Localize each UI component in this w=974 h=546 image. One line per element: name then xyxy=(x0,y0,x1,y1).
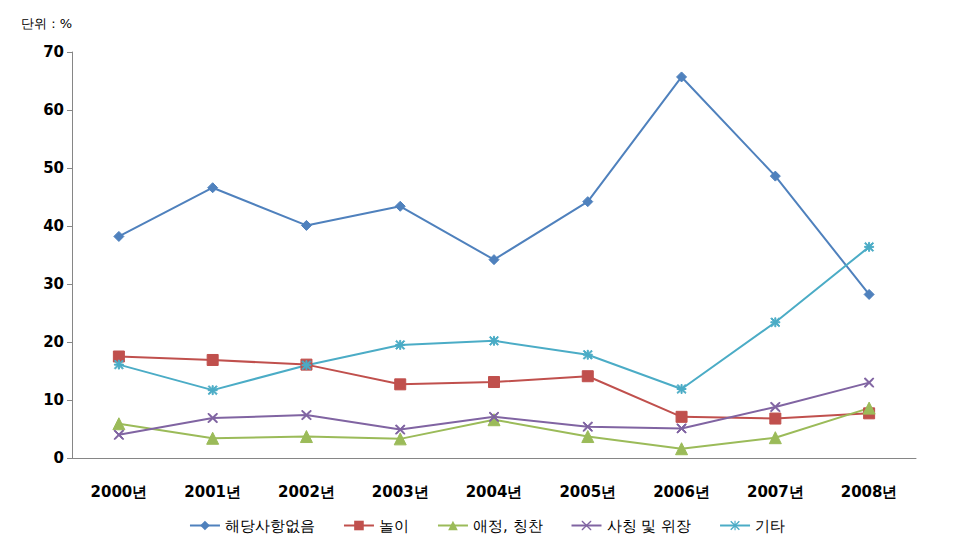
svg-text:2000년: 2000년 xyxy=(91,483,148,501)
svg-text:2005년: 2005년 xyxy=(559,483,616,501)
svg-text:2007년: 2007년 xyxy=(747,483,804,501)
svg-text:2006년: 2006년 xyxy=(653,483,710,501)
svg-text:70: 70 xyxy=(43,43,64,61)
svg-text:10: 10 xyxy=(43,391,64,409)
svg-text:40: 40 xyxy=(43,217,64,235)
svg-text:2002년: 2002년 xyxy=(278,483,335,501)
svg-text:2008년: 2008년 xyxy=(841,483,898,501)
svg-text:사칭 및 위장: 사칭 및 위장 xyxy=(607,517,692,535)
svg-text:애정, 칭찬: 애정, 칭찬 xyxy=(473,517,543,535)
svg-text:해당사항없음: 해당사항없음 xyxy=(225,517,315,535)
svg-text:0: 0 xyxy=(54,449,64,467)
svg-text:2003년: 2003년 xyxy=(372,483,429,501)
svg-text:30: 30 xyxy=(43,275,64,293)
svg-text:단위 : %: 단위 : % xyxy=(21,16,72,31)
svg-text:50: 50 xyxy=(43,159,64,177)
svg-text:20: 20 xyxy=(43,333,64,351)
svg-text:놀이: 놀이 xyxy=(379,517,409,535)
svg-text:2001년: 2001년 xyxy=(184,483,241,501)
svg-text:60: 60 xyxy=(43,101,64,119)
svg-text:2004년: 2004년 xyxy=(466,483,523,501)
svg-text:기타: 기타 xyxy=(755,517,785,535)
